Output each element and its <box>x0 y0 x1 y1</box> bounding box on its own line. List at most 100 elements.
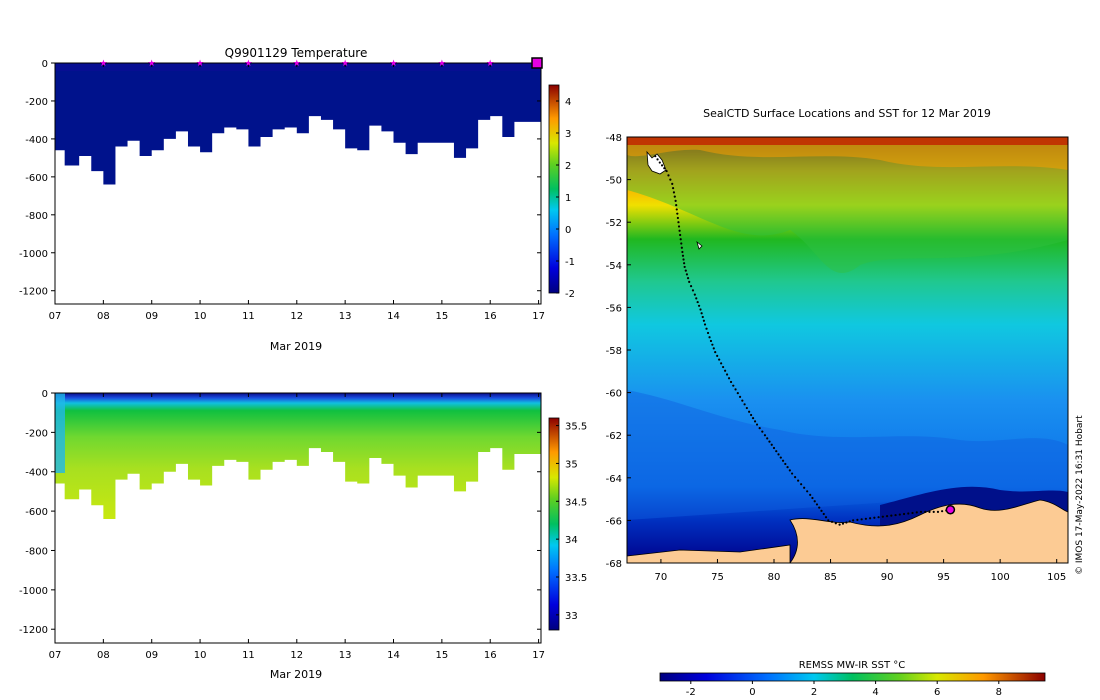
sal-xtick-label: 08 <box>97 650 110 661</box>
surface-markers: ★ ★ ★ ★ ★ ★ ★ ★ ★ <box>99 59 494 69</box>
track-point <box>800 483 803 486</box>
track-point <box>697 304 701 307</box>
track-point <box>729 380 733 384</box>
track-point <box>890 514 893 517</box>
sal-xtick-label: 16 <box>484 650 497 661</box>
surface-marker: ★ <box>244 59 252 69</box>
sal-cbtick-label: 35 <box>565 459 578 470</box>
track-point <box>790 472 794 475</box>
track-point <box>736 392 739 395</box>
track-point <box>743 403 746 406</box>
sal-ytick-label: -400 <box>25 468 48 479</box>
map-xtick-label: 70 <box>655 572 668 583</box>
sst-cbtick-label: 2 <box>811 687 817 698</box>
track-point <box>824 516 828 519</box>
sal-xtick-label: 10 <box>194 650 207 661</box>
surface-marker: ★ <box>293 59 301 69</box>
track-point <box>686 277 690 280</box>
track-point <box>786 466 789 469</box>
salinity-colorbar-ticks: 35.5 35 34.5 34 33.5 33 <box>556 422 587 622</box>
temp-xtick-label: 09 <box>145 311 158 322</box>
map-ytick-label: -58 <box>606 346 622 357</box>
sst-warm-front <box>627 137 1068 273</box>
track-point <box>777 453 780 456</box>
map-ytick-label: -52 <box>606 218 622 229</box>
track-point <box>830 520 834 523</box>
track-point <box>775 450 778 453</box>
track-point <box>677 225 681 228</box>
track-point <box>727 377 731 380</box>
track-point <box>748 410 751 413</box>
current-profile-marker <box>531 57 543 69</box>
track-point <box>818 506 821 509</box>
track-point <box>813 500 816 503</box>
salinity-frame <box>54 392 542 644</box>
track-point <box>758 427 761 430</box>
track-point <box>902 512 906 516</box>
track-point <box>678 229 681 232</box>
track-point <box>711 343 714 346</box>
track-point <box>675 208 678 211</box>
salinity-x-axis: 07 08 09 10 11 12 13 14 15 16 17 <box>49 393 545 661</box>
imos-credit: © IMOS 17-May-2022 16:31 Hobart <box>1075 415 1085 575</box>
track-point <box>660 164 664 167</box>
salinity-colorbar <box>548 417 560 631</box>
track-point <box>848 520 851 523</box>
track-point <box>750 413 753 417</box>
track-point <box>676 216 679 220</box>
track-point <box>763 434 767 437</box>
seal-track <box>654 155 948 526</box>
track-point <box>681 254 685 257</box>
track-point <box>688 280 691 283</box>
track-point <box>708 336 711 339</box>
current-location-marker <box>945 505 956 515</box>
track-point <box>680 242 683 245</box>
track-point <box>706 331 710 335</box>
track-point <box>681 250 684 254</box>
track-point <box>671 182 674 185</box>
surface-marker: ★ <box>99 59 107 69</box>
track-point <box>679 233 682 237</box>
map-ytick-label: -66 <box>606 516 622 527</box>
sal-xtick-label: 09 <box>145 650 158 661</box>
track-point <box>699 308 702 311</box>
surface-marker: ★ <box>486 59 494 69</box>
track-point <box>689 285 693 288</box>
track-point <box>702 319 705 322</box>
track-point <box>815 503 819 506</box>
kerguelen-island <box>646 150 667 175</box>
sst-map-panel: SealCTD Surface Locations and SST for 12… <box>606 107 1085 698</box>
sst-cbtick-label: 0 <box>749 687 755 698</box>
track-point <box>820 509 823 512</box>
track-point <box>860 518 863 521</box>
sal-cbtick-label: 34.5 <box>565 497 587 508</box>
track-point <box>745 406 748 410</box>
track-point <box>768 440 771 443</box>
track-point <box>718 358 721 361</box>
track-point <box>667 174 670 177</box>
salinity-field <box>55 393 541 519</box>
track-point <box>919 510 923 513</box>
track-point <box>797 479 800 482</box>
salinity-edge-band <box>55 393 65 473</box>
sal-xtick-label: 14 <box>387 650 400 661</box>
track-point <box>723 369 727 372</box>
map-longitude-axis: 70 75 80 85 90 95 100 105 <box>655 559 1066 583</box>
temperature-x-axis: 07 08 09 10 11 12 13 14 15 16 17 <box>49 63 545 322</box>
map-ytick-label: -60 <box>606 389 622 400</box>
temp-cbtick-label: -1 <box>565 257 575 268</box>
temperature-title: Q9901129 Temperature <box>225 46 368 60</box>
track-point <box>885 515 889 518</box>
temp-cbtick-label: 0 <box>565 225 571 236</box>
track-point <box>827 519 830 522</box>
track-point <box>682 258 685 261</box>
track-point <box>915 511 918 514</box>
sal-cbtick-label: 34 <box>565 535 578 546</box>
track-point <box>941 510 944 513</box>
surface-marker: ★ <box>341 59 349 69</box>
sal-xtick-label: 15 <box>435 650 448 661</box>
track-point <box>845 521 848 524</box>
map-ytick-label: -54 <box>606 261 622 272</box>
track-point <box>673 195 676 198</box>
track-point <box>924 510 927 513</box>
